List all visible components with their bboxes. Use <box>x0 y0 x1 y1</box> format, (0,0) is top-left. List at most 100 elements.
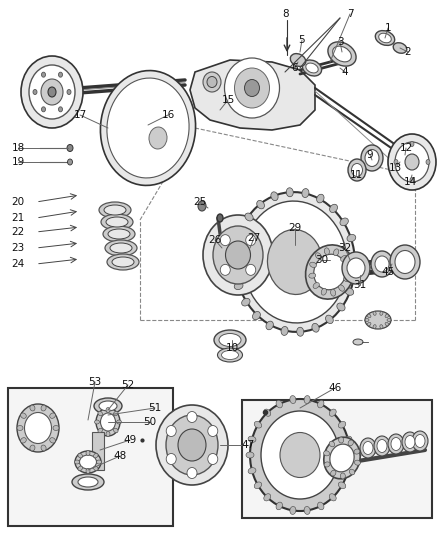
Ellipse shape <box>202 72 220 92</box>
Ellipse shape <box>304 395 309 403</box>
Ellipse shape <box>21 413 26 418</box>
Ellipse shape <box>29 65 75 119</box>
Ellipse shape <box>101 214 133 230</box>
Ellipse shape <box>367 322 370 326</box>
Ellipse shape <box>270 192 278 200</box>
Ellipse shape <box>301 189 308 198</box>
Ellipse shape <box>108 229 130 239</box>
Ellipse shape <box>252 311 260 320</box>
Ellipse shape <box>42 72 46 77</box>
Ellipse shape <box>302 60 321 76</box>
Text: 14: 14 <box>403 177 416 187</box>
Ellipse shape <box>241 298 250 306</box>
Text: 47: 47 <box>241 440 254 450</box>
Ellipse shape <box>316 194 323 203</box>
Ellipse shape <box>224 58 279 118</box>
Text: 46: 46 <box>328 383 341 393</box>
Ellipse shape <box>116 420 121 424</box>
Ellipse shape <box>387 134 435 190</box>
Ellipse shape <box>58 107 62 112</box>
Text: 3: 3 <box>336 37 343 47</box>
Ellipse shape <box>372 311 375 316</box>
Ellipse shape <box>379 325 382 329</box>
Text: 52: 52 <box>121 380 134 390</box>
Ellipse shape <box>374 256 388 272</box>
Ellipse shape <box>409 177 413 182</box>
Text: 7: 7 <box>346 9 353 19</box>
Ellipse shape <box>263 494 270 501</box>
Ellipse shape <box>346 258 364 278</box>
Ellipse shape <box>30 405 35 411</box>
Ellipse shape <box>349 271 358 278</box>
Ellipse shape <box>317 400 323 408</box>
Ellipse shape <box>166 454 176 464</box>
Ellipse shape <box>309 262 316 268</box>
Ellipse shape <box>247 467 255 474</box>
Ellipse shape <box>100 70 195 185</box>
Ellipse shape <box>321 288 326 295</box>
Ellipse shape <box>328 494 336 501</box>
Ellipse shape <box>78 454 82 458</box>
Ellipse shape <box>425 159 429 165</box>
Ellipse shape <box>280 327 287 335</box>
Ellipse shape <box>247 436 255 442</box>
Ellipse shape <box>107 78 189 178</box>
Ellipse shape <box>360 145 382 171</box>
Ellipse shape <box>254 422 261 428</box>
Text: 21: 21 <box>11 213 25 223</box>
Text: 9: 9 <box>366 150 372 160</box>
Ellipse shape <box>338 422 345 428</box>
Ellipse shape <box>96 408 120 436</box>
Ellipse shape <box>41 445 46 451</box>
Ellipse shape <box>48 87 56 97</box>
Ellipse shape <box>177 429 205 461</box>
Ellipse shape <box>329 204 337 213</box>
Ellipse shape <box>341 252 369 284</box>
Ellipse shape <box>338 285 344 291</box>
Ellipse shape <box>401 432 417 452</box>
Ellipse shape <box>99 202 131 218</box>
Ellipse shape <box>105 240 137 256</box>
Ellipse shape <box>25 413 51 443</box>
Text: 5: 5 <box>298 35 304 45</box>
Ellipse shape <box>343 436 351 442</box>
Ellipse shape <box>364 149 378 166</box>
Ellipse shape <box>94 420 99 424</box>
Ellipse shape <box>107 254 139 270</box>
Ellipse shape <box>231 246 240 253</box>
Ellipse shape <box>106 217 128 227</box>
Ellipse shape <box>351 164 362 176</box>
Ellipse shape <box>362 441 372 455</box>
Ellipse shape <box>404 154 418 170</box>
Ellipse shape <box>244 213 253 221</box>
Ellipse shape <box>187 411 197 423</box>
Ellipse shape <box>305 63 318 73</box>
Ellipse shape <box>317 502 323 510</box>
Ellipse shape <box>379 311 382 316</box>
Ellipse shape <box>330 289 335 296</box>
Ellipse shape <box>333 249 338 256</box>
Ellipse shape <box>392 43 406 53</box>
Ellipse shape <box>230 264 239 272</box>
Ellipse shape <box>110 243 132 253</box>
Ellipse shape <box>93 454 98 458</box>
Text: 49: 49 <box>123 435 136 445</box>
Ellipse shape <box>148 127 166 149</box>
Ellipse shape <box>384 322 388 326</box>
Ellipse shape <box>220 264 230 276</box>
Ellipse shape <box>103 226 135 242</box>
Ellipse shape <box>347 440 353 446</box>
Text: 17: 17 <box>73 110 86 120</box>
Ellipse shape <box>324 248 328 255</box>
Ellipse shape <box>21 56 83 128</box>
Ellipse shape <box>289 506 295 514</box>
Text: 8: 8 <box>282 9 289 19</box>
Ellipse shape <box>286 188 293 197</box>
Ellipse shape <box>41 405 46 411</box>
Text: 45: 45 <box>381 267 394 277</box>
Ellipse shape <box>213 330 245 350</box>
Ellipse shape <box>17 425 23 431</box>
Text: 11: 11 <box>349 170 362 180</box>
Ellipse shape <box>225 241 250 269</box>
Ellipse shape <box>198 201 205 211</box>
